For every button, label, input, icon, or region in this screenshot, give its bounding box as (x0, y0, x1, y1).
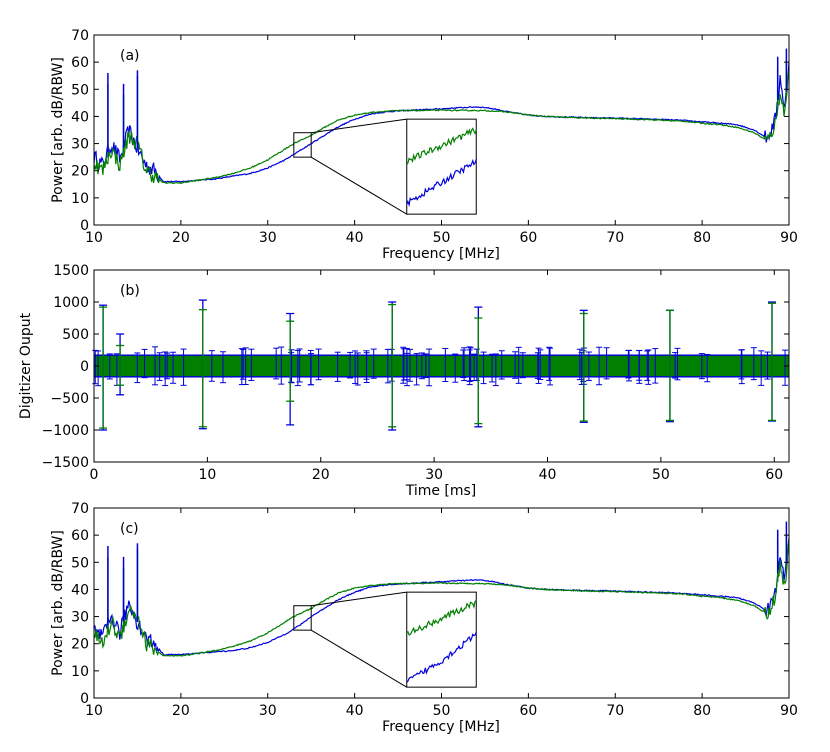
panel-c-ytick-label: 20 (71, 637, 89, 653)
panel-c-plot-area (94, 521, 789, 657)
panel-a-ytick-label: 20 (71, 164, 89, 180)
panel-c-xtick-label: 70 (606, 703, 624, 719)
panel-a-xtick-label: 50 (433, 230, 451, 246)
panel-a-data (94, 48, 789, 215)
panel-b-ytick-label: −1000 (42, 423, 89, 439)
panel-c-ytick-label: 10 (71, 664, 89, 680)
panel-a-connector (311, 118, 407, 134)
panel-b-xtick-label: 20 (312, 467, 330, 483)
panel-a-xtick-label: 60 (519, 230, 537, 246)
panel-b-ytick-label: 500 (62, 327, 89, 343)
panel-c-series-green (94, 537, 789, 657)
panel-a-xtick-label: 20 (172, 230, 190, 246)
panel-b-ytick-label: −500 (51, 391, 89, 407)
panel-c-connector (311, 591, 407, 607)
panel-a-ytick-label: 30 (71, 137, 89, 153)
panel-b-data (92, 299, 789, 431)
panel-c-label: (c) (120, 521, 139, 537)
panel-a-xtick-label: 30 (259, 230, 277, 246)
panel-b: 0 10 20 30 40 50 60−1500−1000−500050010001500 … (18, 263, 790, 499)
panel-b-xtick-label: 10 (198, 467, 216, 483)
panel-c-ytick-label: 70 (71, 501, 89, 517)
panel-a-ytick-label: 50 (71, 82, 89, 98)
panel-b-xlabel: Time [ms] (405, 483, 477, 499)
panel-c-xtick-label: 50 (433, 703, 451, 719)
panel-c-xtick-label: 30 (259, 703, 277, 719)
panel-c-ylabel: Power [arb. dB/RBW] (50, 530, 66, 676)
panel-a-xtick-label: 80 (693, 230, 711, 246)
panel-c-inset-series-blue (406, 631, 477, 683)
panel-c-inset-series-green (406, 600, 477, 636)
panel-a-xtick-label: 40 (346, 230, 364, 246)
panel-b-ylabel: Digitizer Ouput (18, 312, 34, 419)
panel-c-ytick-label: 40 (71, 582, 89, 598)
panel-c-xtick-label: 10 (85, 703, 103, 719)
panel-c-zoom-box (293, 605, 312, 631)
panel-b-label: (b) (120, 283, 140, 299)
panel-a-xtick-label: 70 (606, 230, 624, 246)
panel-b-ytick-label: 0 (80, 359, 89, 375)
panel-a-ytick-label: 0 (80, 218, 89, 234)
panel-a-connector (310, 156, 408, 215)
panel-c-ytick-label: 60 (71, 528, 89, 544)
panel-a-inset-series-blue (406, 158, 477, 208)
panel-c-ytick-label: 50 (71, 555, 89, 571)
panel-c-xtick-label: 40 (346, 703, 364, 719)
panel-b-xtick-label: 60 (765, 467, 783, 483)
panel-b-ticks: 0 10 20 30 40 50 60 −1500 −1000 −500 0 500 1000 1500 (42, 263, 789, 483)
panel-a-series-green (94, 70, 789, 185)
panel-a-ylabel: Power [arb. dB/RBW] (50, 57, 66, 203)
panel-a-xlabel: Frequency [MHz] (382, 246, 500, 262)
panel-a-inset-series-green (406, 127, 477, 165)
panel-b-band-green (94, 355, 789, 377)
panel-c-xtick-label: 60 (519, 703, 537, 719)
panel-a-ytick-label: 60 (71, 55, 89, 71)
panel-a-xtick-label: 90 (780, 230, 798, 246)
panel-a-ytick-label: 40 (71, 109, 89, 125)
panel-c-xlabel: Frequency [MHz] (382, 719, 500, 735)
panel-a-ytick-label: 10 (71, 191, 89, 207)
panel-b-xtick-label: 40 (539, 467, 557, 483)
panel-c-xtick-label: 80 (693, 703, 711, 719)
panel-b-ytick-label: 1000 (53, 295, 89, 311)
panel-b-ytick-label: 1500 (53, 263, 89, 279)
panel-a-ytick-label: 70 (71, 28, 89, 44)
panel-a-plot-area (94, 48, 789, 185)
panel-b-xtick-label: 30 (425, 467, 443, 483)
panel-c-series-blue (94, 540, 789, 656)
panel-c-xtick-label: 90 (780, 703, 798, 719)
panel-a-zoom-box (293, 132, 312, 158)
panel-b-xtick-label: 50 (652, 467, 670, 483)
panel-b-ytick-label: −1500 (42, 455, 89, 471)
panel-c-connector (310, 629, 408, 688)
panel-c-ytick-label: 0 (80, 691, 89, 707)
panel-b-xtick-label: 0 (90, 467, 99, 483)
panel-c-data (94, 521, 789, 688)
panel-a-label: (a) (120, 48, 140, 64)
panel-c-xtick-label: 20 (172, 703, 190, 719)
panel-c-ytick-label: 30 (71, 610, 89, 626)
panel-a-xtick-label: 10 (85, 230, 103, 246)
